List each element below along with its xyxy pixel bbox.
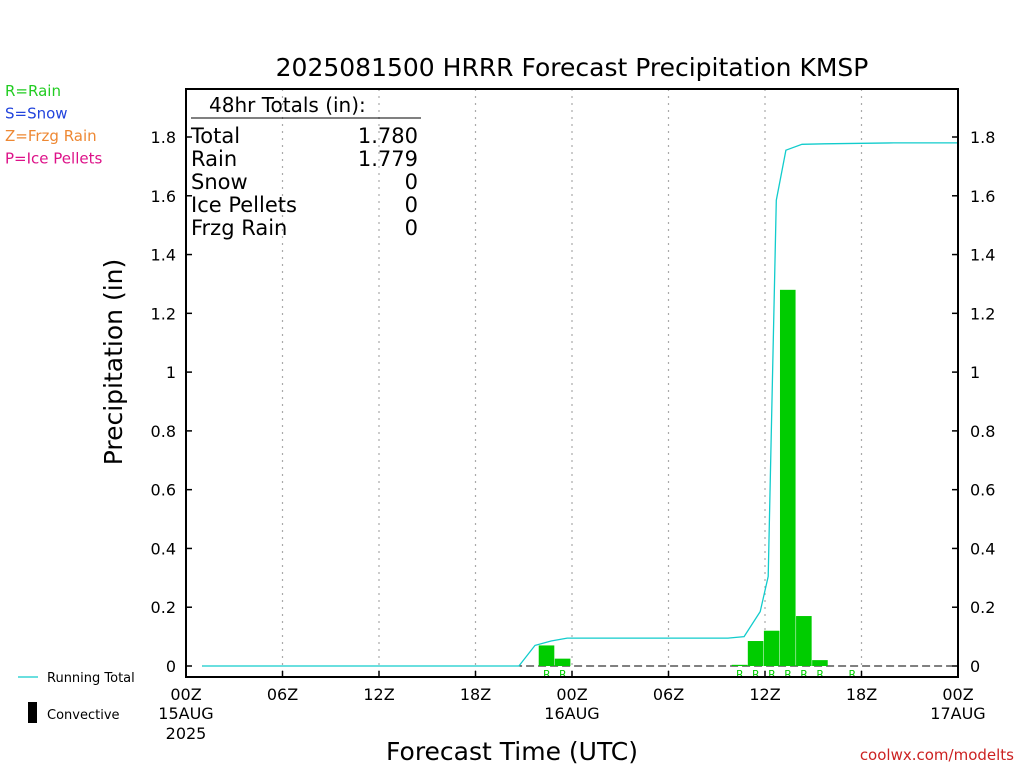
- running-total-line: [202, 142, 958, 667]
- y-tick-label: 1.8: [970, 128, 995, 147]
- convective-legend-swatch: [28, 702, 37, 723]
- precip-type-label: R: [784, 668, 792, 681]
- x-tick-label: 00Z: [556, 685, 587, 704]
- y-tick-label: 0.8: [970, 422, 995, 441]
- precip-type-label: R: [800, 668, 808, 681]
- y-axis-label: Precipitation (in): [99, 259, 128, 466]
- y-tick-label: 0: [970, 657, 980, 676]
- y-axis-left: 0 0.2 0.4 0.6 0.8 1 1.2 1.4 1.6 1.8: [151, 128, 192, 676]
- grid: [281, 89, 863, 677]
- rain-bar: [538, 645, 555, 666]
- y-tick-label: 1.8: [151, 128, 176, 147]
- y-tick-label: 0.8: [151, 422, 176, 441]
- totals-row-label: Ice Pellets: [191, 193, 297, 217]
- y-tick-label: 0.4: [970, 539, 995, 558]
- y-tick-label: 1: [166, 363, 176, 382]
- credit-text: coolwx.com/modelts: [860, 746, 1014, 764]
- totals-header: 48hr Totals (in):: [209, 93, 366, 117]
- x-tick-label: 18Z: [460, 685, 491, 704]
- bottom-legend: Running Total Convective: [18, 671, 135, 723]
- rain-bar: [796, 616, 812, 666]
- x-axis-label: Forecast Time (UTC): [386, 737, 638, 766]
- y-tick-label: 0.2: [970, 598, 995, 617]
- chart-title: 2025081500 HRRR Forecast Precipitation K…: [276, 53, 869, 82]
- y-axis-right: 0 0.2 0.4 0.6 0.8 1 1.2 1.4 1.6 1.8: [952, 128, 995, 676]
- rain-bar: [763, 630, 780, 666]
- totals-row-label: Snow: [191, 170, 248, 194]
- x-tick-label: 06Z: [653, 685, 684, 704]
- precip-type-label: R: [849, 668, 857, 681]
- totals-row-label: Frzg Rain: [191, 216, 287, 240]
- precip-type-label: R: [559, 668, 567, 681]
- running-total-legend-label: Running Total: [47, 671, 135, 686]
- totals-row-value: 0: [405, 216, 418, 240]
- x-tick-label: 00Z: [170, 685, 201, 704]
- totals-row-label: Total: [190, 124, 240, 148]
- x-tick-date-label: 16AUG: [544, 704, 599, 723]
- rain-bar: [747, 641, 764, 666]
- totals-row-value: 1.779: [358, 147, 418, 171]
- rain-bar: [554, 658, 571, 666]
- totals-row-value: 0: [405, 170, 418, 194]
- y-tick-label: 0.4: [151, 539, 176, 558]
- x-tick-label: 00Z: [942, 685, 973, 704]
- y-tick-label: 0.6: [151, 481, 176, 500]
- totals-row-value: 1.780: [358, 124, 418, 148]
- type-legend: R=Rain S=Snow Z=Frzg Rain P=Ice Pellets: [5, 82, 102, 168]
- y-tick-label: 1.6: [151, 187, 176, 206]
- y-tick-label: 0.2: [151, 598, 176, 617]
- x-tick-label: 06Z: [267, 685, 298, 704]
- type-legend-item: R=Rain: [5, 82, 61, 100]
- y-tick-label: 1.4: [970, 246, 995, 265]
- x-tick-date-label: 2025: [166, 724, 207, 743]
- y-tick-label: 1.2: [151, 304, 176, 323]
- rain-bar: [731, 664, 748, 666]
- totals-row-label: Rain: [191, 147, 237, 171]
- type-legend-item: P=Ice Pellets: [5, 150, 102, 168]
- y-tick-label: 1.4: [151, 246, 176, 265]
- x-tick-label: 12Z: [363, 685, 394, 704]
- precip-type-label: R: [736, 668, 744, 681]
- y-tick-label: 0.6: [970, 481, 995, 500]
- x-tick-label: 12Z: [749, 685, 780, 704]
- x-tick-date-label: 15AUG: [158, 704, 213, 723]
- rain-bar: [812, 660, 828, 666]
- y-tick-label: 1.2: [970, 304, 995, 323]
- y-tick-label: 1.6: [970, 187, 995, 206]
- convective-legend-label: Convective: [47, 708, 120, 723]
- rain-bars: [538, 289, 828, 666]
- x-tick-date-label: 17AUG: [930, 704, 985, 723]
- totals-row-value: 0: [405, 193, 418, 217]
- precip-type-label: R: [768, 668, 776, 681]
- precip-type-label: R: [816, 668, 824, 681]
- x-tick-label: 18Z: [846, 685, 877, 704]
- y-tick-label: 0: [166, 657, 176, 676]
- precip-type-label: R: [543, 668, 551, 681]
- totals-box: 48hr Totals (in): Total 1.780 Rain 1.779 Sno…: [190, 93, 421, 240]
- y-tick-label: 1: [970, 363, 980, 382]
- precip-type-label: R: [752, 668, 760, 681]
- rain-bar: [779, 289, 796, 666]
- type-legend-item: S=Snow: [5, 105, 68, 123]
- type-legend-item: Z=Frzg Rain: [5, 127, 97, 145]
